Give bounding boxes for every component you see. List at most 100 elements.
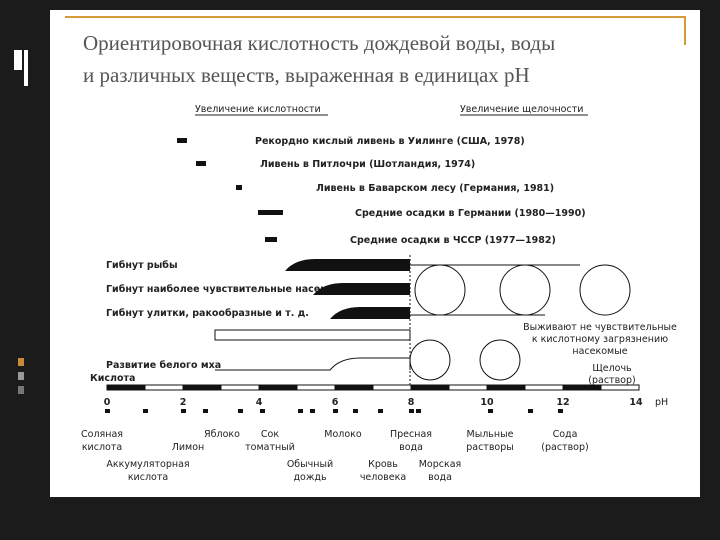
scale-segment <box>524 384 564 391</box>
scale-segment <box>220 384 260 391</box>
marker <box>203 409 208 413</box>
label: Средние осадки в ЧССР (1977—1982) <box>350 235 556 246</box>
marker <box>260 409 265 413</box>
event-bar <box>265 237 277 242</box>
label: Пресная <box>390 429 432 440</box>
label: Яблоко <box>204 429 240 440</box>
event-bar <box>258 210 283 215</box>
marker <box>298 409 303 413</box>
content-panel <box>50 10 700 497</box>
label: 0 <box>104 397 111 408</box>
label: Увеличение щелочности <box>460 104 583 115</box>
marker <box>181 409 186 413</box>
effect-wedge <box>313 283 410 295</box>
label: 14 <box>629 397 643 408</box>
label: дождь <box>293 472 327 483</box>
marker <box>558 409 563 413</box>
organism-icon <box>499 264 551 316</box>
label: вода <box>399 442 423 453</box>
title-line: и различных веществ, выраженная в единиц… <box>83 63 530 87</box>
label: кислота <box>82 442 122 453</box>
label: Развитие белого мха <box>106 360 221 371</box>
scale-segment <box>258 384 298 391</box>
connector <box>410 264 580 316</box>
scale-segment <box>448 384 488 391</box>
label: Кислота <box>90 373 135 384</box>
organism-icon <box>414 264 466 316</box>
scale-segment <box>372 384 412 391</box>
event-bar <box>196 161 206 166</box>
scale-segment <box>334 384 374 391</box>
marker <box>378 409 383 413</box>
label: томатный <box>245 442 295 453</box>
marker <box>333 409 338 413</box>
label: pH <box>655 397 668 408</box>
label: 10 <box>480 397 494 408</box>
scale-segment <box>106 384 146 391</box>
label: 12 <box>556 397 569 408</box>
marker <box>416 409 421 413</box>
deco <box>24 50 28 86</box>
scale-segment <box>410 384 450 391</box>
label: Увеличение кислотности <box>195 104 321 115</box>
marker <box>353 409 358 413</box>
marker <box>488 409 493 413</box>
label: 8 <box>408 397 415 408</box>
label: Щелочь <box>592 363 632 374</box>
label: 2 <box>180 397 187 408</box>
label: Средние осадки в Германии (1980—1990) <box>355 208 586 219</box>
label: Гибнут улитки, ракообразные и т. д. <box>106 308 309 319</box>
ph-diagram: Увеличение кислотности Увеличение щелочно… <box>81 104 677 483</box>
deco <box>18 358 24 366</box>
label: (раствор) <box>541 442 588 453</box>
label: человека <box>360 472 406 483</box>
scale-segment <box>562 384 602 391</box>
title-line: Ориентировочная кислотность дождевой вод… <box>83 31 555 55</box>
deco <box>18 372 24 380</box>
event-bar <box>236 185 242 190</box>
deco <box>14 50 22 70</box>
marker <box>143 409 148 413</box>
label: Соляная <box>81 429 123 440</box>
effect-outline <box>215 357 411 371</box>
label: Гибнут наиболее чувствительные насекомые <box>106 284 356 295</box>
label: Морская <box>419 459 462 470</box>
marker <box>310 409 315 413</box>
marker <box>238 409 243 413</box>
deco <box>18 386 24 394</box>
scale-segment <box>144 384 184 391</box>
label: Аккумуляторная <box>106 459 189 470</box>
marker <box>528 409 533 413</box>
label: 4 <box>256 397 263 408</box>
label: Рекордно кислый ливень в Уилинге (США, 1… <box>255 136 525 147</box>
effect-wedge <box>285 259 410 271</box>
scale-segment <box>600 384 640 391</box>
scale-segment <box>296 384 336 391</box>
label: Кровь <box>368 459 398 470</box>
label: 6 <box>332 397 339 408</box>
scale-segment <box>486 384 526 391</box>
label: Сок <box>261 429 279 440</box>
label: Ливень в Баварском лесу (Германия, 1981) <box>316 183 554 194</box>
label: Обычный <box>287 459 333 470</box>
label: Гибнут рыбы <box>106 260 178 271</box>
label: Ливень в Питлочри (Шотландия, 1974) <box>260 159 475 170</box>
organism-icon <box>579 264 631 316</box>
label: к кислотному загрязнению <box>532 334 668 345</box>
label: вода <box>428 472 452 483</box>
label: Молоко <box>324 429 362 440</box>
label: растворы <box>466 442 514 453</box>
label: кислота <box>128 472 168 483</box>
label: Мыльные <box>467 429 514 440</box>
label: Лимон <box>172 442 205 453</box>
marker <box>409 409 414 413</box>
effect-wedge <box>330 307 410 319</box>
title-rule <box>65 16 686 45</box>
event-bar <box>177 138 187 143</box>
label: (раствор) <box>588 375 635 386</box>
label: насекомые <box>572 346 627 357</box>
label: Сода <box>553 429 578 440</box>
organism-icon <box>409 339 451 381</box>
label: Выживают не чувствительные <box>523 322 677 333</box>
